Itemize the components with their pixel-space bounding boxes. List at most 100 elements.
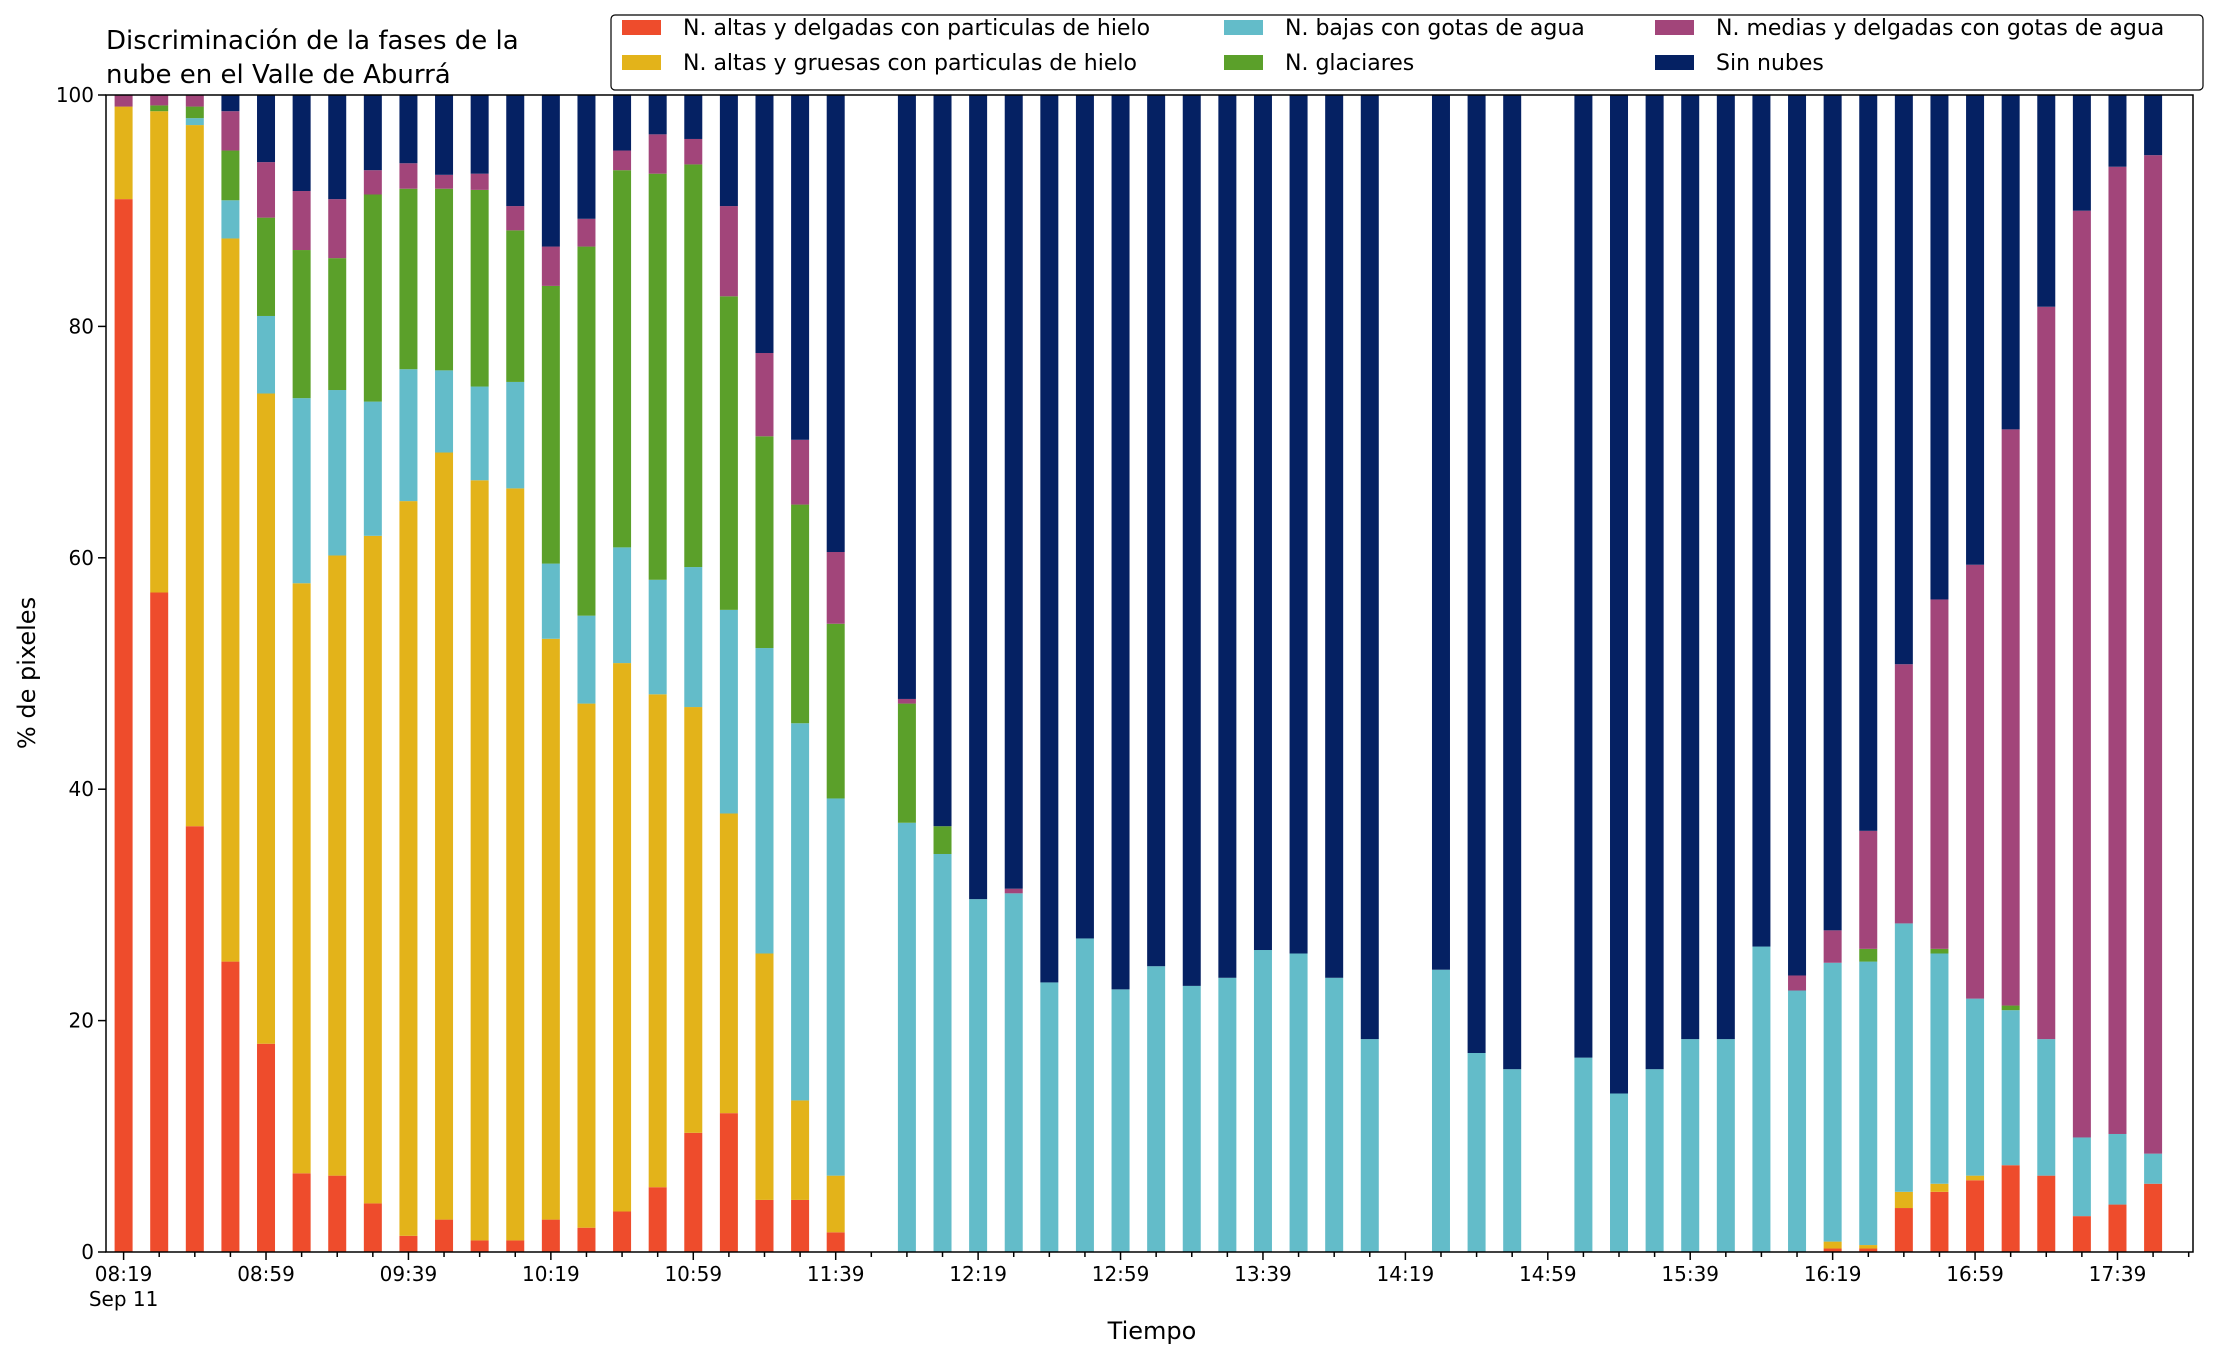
bar-segment-bajas-1719: [2037, 1039, 2056, 1176]
x-tick-label: 10:19: [522, 1262, 580, 1286]
x-tick-label: 10:59: [664, 1262, 722, 1286]
bar-segment-glaciares-0939: [399, 188, 418, 370]
bar-segment-sin_nubes-1739: [2108, 95, 2127, 167]
bar-segment-bajas-1449: [1503, 1069, 1522, 1252]
bar-segment-altas_gruesas-1649: [1930, 1183, 1949, 1192]
bar-segment-altas_delgadas-0919: [328, 1175, 347, 1252]
bar-segment-altas_delgadas-0909: [292, 1173, 311, 1252]
bar-segment-bajas-1359: [1325, 977, 1344, 1252]
bar-segment-altas_gruesas-1139: [826, 1175, 845, 1233]
bar-segment-bajas-1029: [577, 615, 596, 704]
bar-segment-sin_nubes-1259: [1111, 95, 1130, 990]
bar-segment-bajas-1549: [1716, 1039, 1735, 1252]
bar-segment-medias-0939: [399, 163, 418, 189]
bar-segment-sin_nubes-1139: [826, 95, 845, 553]
bar-segment-bajas-1049: [648, 579, 667, 695]
bar-segment-glaciares-1049: [648, 173, 667, 580]
bar-segment-bajas-1709: [2001, 1010, 2020, 1166]
bar-segment-altas_delgadas-0819: [114, 199, 133, 1252]
bar-segment-sin_nubes-1029: [577, 95, 596, 219]
bar-segment-medias-1729: [2072, 210, 2091, 1138]
y-tick-label: 0: [81, 1240, 94, 1264]
x-tick-label: 12:59: [1092, 1262, 1150, 1286]
bar-segment-bajas-1019: [541, 563, 560, 639]
bar-segment-bajas-1239: [1040, 982, 1059, 1252]
x-tick-label: 13:39: [1234, 1262, 1292, 1286]
bar-segment-altas_delgadas-1639: [1894, 1208, 1913, 1252]
bar-segment-bajas-0959: [470, 386, 489, 481]
bar-segment-altas_gruesas-1659: [1966, 1175, 1985, 1181]
bar-segment-altas_gruesas-1619: [1823, 1241, 1842, 1249]
bar-segment-altas_gruesas-0959: [470, 480, 489, 1241]
bar-segment-altas_gruesas-1629: [1859, 1245, 1878, 1249]
bar-segment-altas_gruesas-0939: [399, 501, 418, 1236]
bar-segment-sin_nubes-0859: [257, 95, 276, 163]
bar-segment-bajas-1739: [2108, 1133, 2127, 1205]
bar-segment-bajas-1119: [755, 648, 774, 954]
bar-segment-sin_nubes-1309: [1147, 95, 1166, 967]
bar-segment-sin_nubes-1509: [1574, 95, 1593, 1058]
bar-segment-medias-0859: [257, 162, 276, 218]
bar-segment-bajas-0859: [257, 315, 276, 394]
x-tick-label: 11:39: [807, 1262, 865, 1286]
bar-segment-sin_nubes-1109: [719, 95, 738, 207]
bar-segment-bajas-1209: [933, 853, 952, 1252]
bar-segment-sin_nubes-1519: [1610, 95, 1629, 1094]
bar-segment-altas_gruesas-1019: [541, 638, 560, 1220]
x-tick-label: 14:59: [1519, 1262, 1577, 1286]
legend-label-sin_nubes: Sin nubes: [1716, 51, 1824, 76]
bar-segment-medias-0839: [185, 95, 204, 107]
bar-segment-glaciares-1019: [541, 285, 560, 564]
bar-segment-bajas-0919: [328, 390, 347, 556]
bar-segment-medias-1229: [1004, 888, 1023, 894]
bar-segment-bajas-0929: [363, 401, 382, 536]
bar-segment-bajas-1059: [684, 567, 703, 708]
bar-segment-sin_nubes-1329: [1218, 95, 1237, 978]
bar-segment-bajas-0949: [435, 370, 454, 453]
bar-segment-sin_nubes-1529: [1645, 95, 1664, 1070]
bar-segment-altas_delgadas-1619: [1823, 1248, 1842, 1252]
bar-segment-sin_nubes-1619: [1823, 95, 1842, 931]
bar-segment-glaciares-1009: [506, 230, 525, 382]
bar-segment-glaciares-0919: [328, 258, 347, 391]
bar-segment-altas_gruesas-1059: [684, 707, 703, 1133]
y-axis-label: % de pixeles: [13, 597, 41, 749]
bar-segment-sin_nubes-1649: [1930, 95, 1949, 600]
bar-segment-sin_nubes-1339: [1253, 95, 1272, 951]
bar-segment-altas_delgadas-0829: [150, 592, 169, 1252]
bar-segment-medias-1739: [2108, 166, 2127, 1134]
bar-segment-altas_gruesas-1119: [755, 953, 774, 1200]
bar-segment-glaciares-1649: [1930, 948, 1949, 954]
x-tick-label: 14:19: [1377, 1262, 1435, 1286]
bar-segment-medias-0909: [292, 191, 311, 251]
bar-segment-medias-1059: [684, 138, 703, 165]
bar-segment-medias-1139: [826, 552, 845, 624]
bar-segment-glaciares-0859: [257, 217, 276, 316]
bar-segment-glaciares-1709: [2001, 1005, 2020, 1011]
bar-segment-sin_nubes-1319: [1182, 95, 1201, 986]
bar-segment-glaciares-1209: [933, 826, 952, 854]
bar-segment-glaciares-0829: [150, 105, 169, 112]
bar-segment-sin_nubes-1709: [2001, 95, 2020, 430]
bar-segment-sin_nubes-1429: [1431, 95, 1450, 970]
bar-segment-medias-1749: [2144, 155, 2163, 1154]
bar-segment-altas_delgadas-0849: [221, 961, 240, 1252]
bar-segment-sin_nubes-1539: [1681, 95, 1700, 1040]
bar-segment-altas_gruesas-1109: [719, 813, 738, 1114]
bar-segment-altas_gruesas-0929: [363, 535, 382, 1204]
bar-segment-sin_nubes-1229: [1004, 95, 1023, 889]
bar-segment-bajas-1649: [1930, 953, 1949, 1184]
bar-segment-bajas-1629: [1859, 961, 1878, 1246]
bar-segment-sin_nubes-1559: [1752, 95, 1771, 947]
bar-segment-altas_gruesas-0849: [221, 238, 240, 962]
bar-segment-sin_nubes-0959: [470, 95, 489, 174]
bar-segment-bajas-1519: [1610, 1093, 1629, 1252]
legend-label-altas_gruesas: N. altas y gruesas con particulas de hie…: [683, 51, 1137, 76]
x-tick-label: 08:19: [95, 1262, 153, 1286]
bar-segment-medias-1659: [1966, 564, 1985, 999]
bar-segment-bajas-1259: [1111, 989, 1130, 1252]
bar-segment-altas_delgadas-1629: [1859, 1248, 1878, 1252]
bar-segment-altas_delgadas-1129: [791, 1199, 810, 1252]
